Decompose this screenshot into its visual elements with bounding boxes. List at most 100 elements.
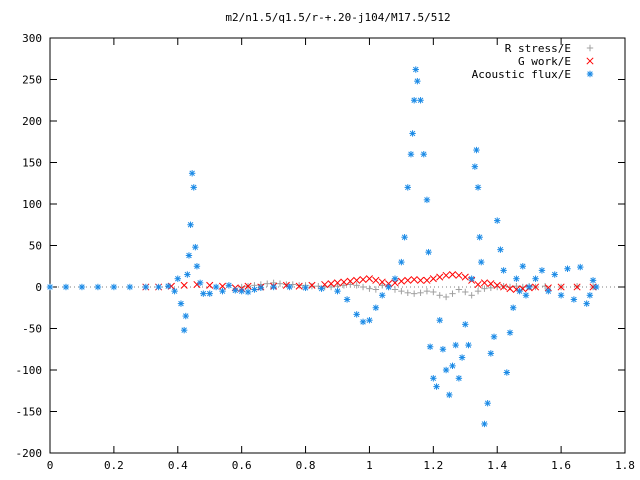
data-point — [577, 263, 584, 271]
legend-marker — [586, 57, 594, 65]
data-point — [538, 267, 546, 274]
y-tick-label: -100 — [16, 364, 43, 377]
data-point — [174, 275, 181, 282]
data-point — [426, 343, 434, 350]
data-point — [500, 282, 507, 290]
data-point — [468, 292, 475, 299]
data-point — [401, 234, 408, 241]
plot-frame — [49, 37, 626, 454]
x-tick-label: 1 — [366, 459, 373, 472]
data-point — [449, 362, 456, 370]
data-point — [458, 354, 466, 361]
data-point — [302, 284, 309, 292]
data-point — [366, 317, 373, 324]
data-point — [391, 286, 399, 293]
data-point — [455, 286, 463, 293]
data-point — [353, 282, 360, 289]
data-point — [490, 333, 498, 340]
data-point — [474, 280, 482, 289]
x-tick-label: 0.6 — [232, 459, 252, 472]
data-point — [487, 284, 495, 292]
data-point — [334, 287, 341, 295]
data-point — [429, 275, 437, 283]
data-point — [448, 270, 457, 279]
data-point — [327, 280, 335, 288]
data-point — [353, 311, 360, 318]
data-point — [340, 278, 348, 286]
y-tick-label: -50 — [22, 323, 42, 336]
data-point — [164, 282, 172, 290]
data-point — [423, 196, 431, 204]
data-point — [471, 163, 479, 170]
data-point — [544, 284, 552, 292]
data-point — [365, 275, 373, 283]
data-point — [321, 280, 329, 289]
data-point — [251, 286, 258, 293]
data-point — [497, 246, 504, 253]
data-point — [487, 280, 495, 288]
data-point — [551, 271, 558, 278]
data-point — [455, 271, 463, 279]
data-point — [425, 248, 432, 256]
x-tick-label: 1.6 — [551, 459, 571, 472]
data-point — [177, 300, 185, 307]
data-point — [410, 97, 418, 104]
data-point — [573, 283, 581, 291]
x-tick-label: 0.2 — [104, 459, 124, 472]
data-point — [391, 275, 399, 282]
x-tick-label: 1.8 — [615, 459, 635, 472]
series-layer — [46, 66, 600, 428]
data-point — [573, 282, 581, 290]
data-point — [417, 97, 424, 104]
data-point — [525, 283, 533, 291]
x-tick-label: 0.8 — [296, 459, 316, 472]
data-point — [404, 276, 412, 284]
y-tick-label: 300 — [22, 32, 42, 45]
data-point — [522, 292, 530, 299]
data-point — [532, 275, 539, 282]
legend-label: Acoustic flux/E — [472, 68, 571, 81]
data-point — [126, 283, 134, 291]
data-point — [244, 288, 252, 296]
x-axis: 0 0.2 0.4 0.6 0.8 1 1.2 1.4 1.6 1.8 — [47, 38, 635, 472]
data-point — [455, 375, 463, 382]
y-tick-label: 0 — [35, 281, 42, 294]
data-point — [94, 283, 102, 291]
data-point — [545, 287, 552, 295]
data-point — [379, 282, 386, 289]
data-point — [359, 275, 367, 284]
data-point — [494, 217, 501, 224]
data-point — [347, 281, 354, 288]
data-point — [353, 276, 361, 284]
data-point — [196, 279, 204, 287]
plot-border — [49, 37, 626, 454]
data-point — [589, 277, 597, 284]
data-point — [407, 151, 415, 158]
data-point — [379, 292, 386, 299]
y-tick-label: 200 — [22, 115, 42, 128]
data-point — [372, 276, 380, 284]
data-point — [218, 282, 227, 290]
data-point — [519, 263, 526, 270]
data-point — [78, 283, 86, 291]
x-tick-label: 1.4 — [487, 459, 507, 472]
data-point — [442, 293, 450, 301]
data-point — [493, 281, 501, 289]
data-point — [184, 271, 191, 278]
data-point — [500, 283, 508, 291]
data-point — [461, 273, 469, 281]
data-point — [397, 277, 405, 285]
data-point — [436, 317, 443, 324]
data-point — [232, 287, 239, 294]
y-axis: 300 250 200 150 100 50 0 -50 -100 -150 -200 — [16, 32, 625, 460]
data-point — [398, 287, 405, 295]
data-point — [465, 341, 472, 349]
data-point — [480, 279, 488, 287]
data-point — [212, 283, 220, 291]
data-point — [359, 318, 367, 326]
data-point — [557, 292, 565, 299]
data-point — [180, 326, 188, 334]
